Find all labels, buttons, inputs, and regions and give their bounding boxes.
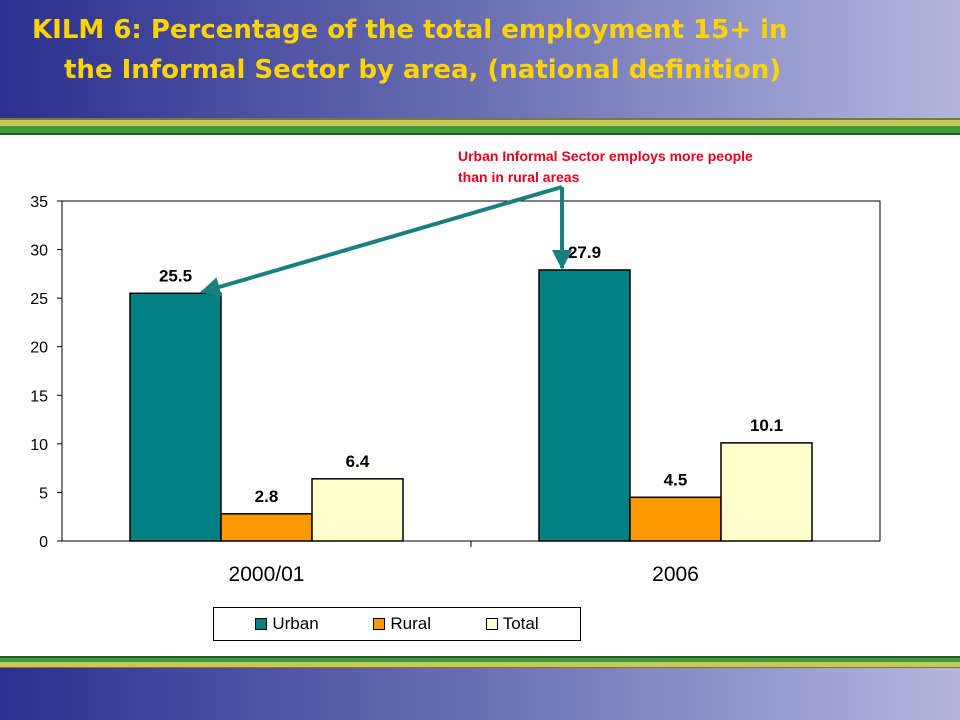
slide-footer <box>0 668 960 720</box>
bar-total-0 <box>311 478 404 542</box>
value-label-urban-1: 27.9 <box>568 243 601 262</box>
y-tick-label: 5 <box>39 485 48 502</box>
value-label-rural-1: 4.5 <box>664 470 688 489</box>
footer-divider-olive <box>0 662 960 667</box>
legend-item-rural: Rural <box>373 614 431 634</box>
slide-title-line2: the Informal Sector by area, (national d… <box>64 55 782 85</box>
header-divider-line <box>0 133 960 135</box>
y-tick-label: 30 <box>30 243 48 260</box>
legend-swatch-urban <box>255 618 268 630</box>
y-tick-label: 25 <box>30 291 48 308</box>
footer-divider-line <box>0 656 960 658</box>
header-divider-green <box>0 126 960 133</box>
value-label-urban-0: 25.5 <box>159 266 192 285</box>
legend-swatch-rural <box>373 618 386 630</box>
legend-label-total: Total <box>502 614 539 633</box>
bar-urban-0 <box>129 292 222 542</box>
header-divider-dark <box>0 118 960 120</box>
bars <box>129 269 813 542</box>
footer-divider-dark <box>0 667 960 668</box>
y-tick-label: 35 <box>30 194 48 211</box>
annotation-line1: Urban Informal Sector employs more peopl… <box>458 148 753 164</box>
y-tick-label: 15 <box>30 388 48 405</box>
bar-urban-1 <box>538 269 631 542</box>
value-label-total-0: 6.4 <box>346 452 370 471</box>
x-category-label: 2000/01 <box>229 563 305 586</box>
chart-legend: Urban Rural Total <box>213 607 581 641</box>
x-axis: 2000/01 2006 <box>229 541 699 586</box>
bar-rural-1 <box>629 496 722 542</box>
legend-label-urban: Urban <box>272 614 319 633</box>
legend-label-rural: Rural <box>390 614 431 633</box>
x-category-label: 2006 <box>652 563 699 586</box>
header-divider-olive <box>0 120 960 126</box>
value-label-rural-0: 2.8 <box>255 487 279 506</box>
slide-header: KILM 6: Percentage of the total employme… <box>0 0 960 118</box>
value-label-total-1: 10.1 <box>750 416 783 435</box>
legend-item-total: Total <box>485 614 539 634</box>
y-tick-label: 0 <box>39 534 48 551</box>
bar-total-1 <box>720 442 813 542</box>
annotation-callout: Urban Informal Sector employs more peopl… <box>458 146 878 188</box>
legend-item-urban: Urban <box>255 614 319 634</box>
y-tick-label: 20 <box>30 340 48 357</box>
value-labels: 25.5 27.9 2.8 4.5 6.4 10.1 <box>159 243 783 506</box>
y-tick-label: 10 <box>30 437 48 454</box>
arrow-to-urban-2000-bar <box>200 185 563 297</box>
slide-title-line1: KILM 6: Percentage of the total employme… <box>32 15 788 45</box>
footer-divider-green <box>0 658 960 662</box>
slide-title: KILM 6: Percentage of the total employme… <box>32 10 942 90</box>
bar-rural-0 <box>220 513 313 542</box>
y-axis: 0 5 10 15 20 25 30 35 <box>30 194 62 551</box>
legend-swatch-total <box>485 618 498 630</box>
annotation-line2: than in rural areas <box>458 169 580 185</box>
